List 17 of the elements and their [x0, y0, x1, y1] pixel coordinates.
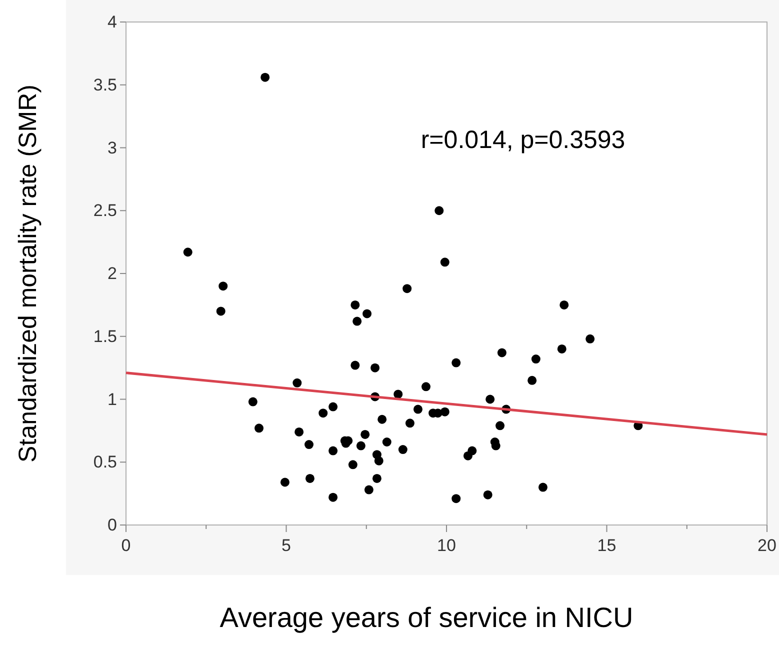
y-tick-label: 1.5	[93, 326, 117, 346]
y-tick-label: 2	[108, 264, 117, 283]
y-tick-label: 1	[108, 390, 117, 409]
x-tick-label: 10	[437, 536, 456, 555]
x-tick-label: 15	[597, 536, 616, 555]
y-axis-title: Standardized mortality rate (SMR)	[14, 84, 42, 462]
y-tick-label: 3	[108, 138, 117, 158]
y-tick-label: 0	[108, 516, 117, 534]
x-tick-label: 0	[121, 536, 131, 555]
x-tick-label: 5	[282, 536, 291, 555]
x-axis-title: Average years of service in NICU	[220, 602, 634, 633]
y-tick-label: 3.5	[93, 75, 117, 94]
y-tick-label: 0.5	[93, 452, 117, 472]
y-tick-label: 4	[108, 12, 117, 32]
y-tick-label: 2.5	[93, 201, 117, 220]
annotation: r=0.014, p=0.3593	[420, 126, 626, 154]
x-tick-label: 20	[758, 536, 776, 555]
